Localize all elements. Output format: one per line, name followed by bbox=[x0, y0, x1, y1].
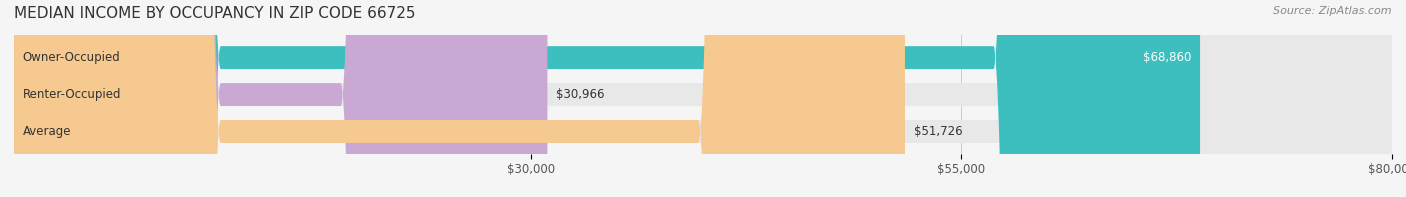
FancyBboxPatch shape bbox=[14, 0, 547, 197]
FancyBboxPatch shape bbox=[14, 0, 1392, 197]
Text: Owner-Occupied: Owner-Occupied bbox=[22, 51, 121, 64]
Text: $30,966: $30,966 bbox=[555, 88, 605, 101]
Text: Source: ZipAtlas.com: Source: ZipAtlas.com bbox=[1274, 6, 1392, 16]
Text: Renter-Occupied: Renter-Occupied bbox=[22, 88, 121, 101]
Text: MEDIAN INCOME BY OCCUPANCY IN ZIP CODE 66725: MEDIAN INCOME BY OCCUPANCY IN ZIP CODE 6… bbox=[14, 6, 416, 21]
Text: $51,726: $51,726 bbox=[914, 125, 962, 138]
Text: Average: Average bbox=[22, 125, 72, 138]
Text: $68,860: $68,860 bbox=[1143, 51, 1191, 64]
FancyBboxPatch shape bbox=[14, 0, 1392, 197]
FancyBboxPatch shape bbox=[14, 0, 905, 197]
FancyBboxPatch shape bbox=[14, 0, 1392, 197]
FancyBboxPatch shape bbox=[14, 0, 1201, 197]
